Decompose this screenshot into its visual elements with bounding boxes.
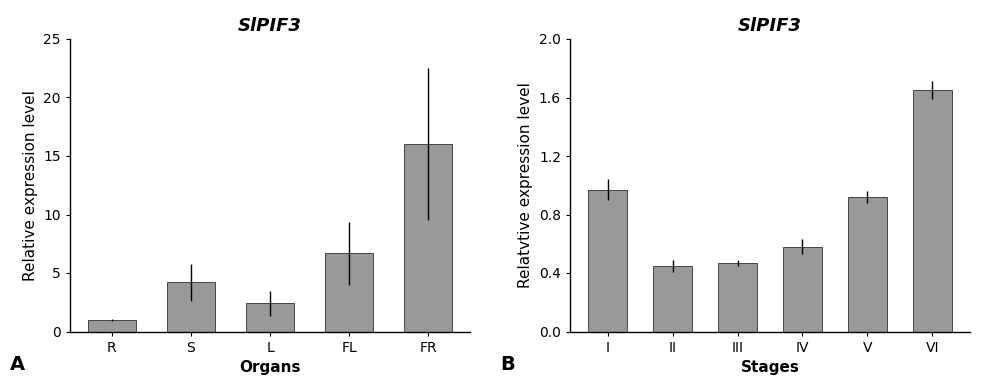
Bar — [588, 190, 627, 332]
Bar — [167, 282, 215, 332]
Text: A: A — [10, 355, 25, 374]
Bar — [246, 303, 294, 332]
Bar — [848, 197, 887, 332]
Title: SlPIF3: SlPIF3 — [238, 17, 302, 35]
Bar — [653, 266, 692, 332]
Bar — [88, 320, 136, 331]
X-axis label: Stages: Stages — [741, 360, 799, 375]
Y-axis label: Relative expression level: Relative expression level — [23, 90, 38, 281]
Title: SlPIF3: SlPIF3 — [738, 17, 802, 35]
Bar — [783, 247, 822, 332]
Bar — [718, 263, 757, 332]
Bar — [325, 253, 373, 332]
Text: B: B — [500, 355, 515, 374]
X-axis label: Organs: Organs — [239, 360, 301, 375]
Bar — [404, 144, 452, 332]
Y-axis label: Relatvtive expression level: Relatvtive expression level — [518, 82, 533, 288]
Bar — [913, 90, 952, 332]
